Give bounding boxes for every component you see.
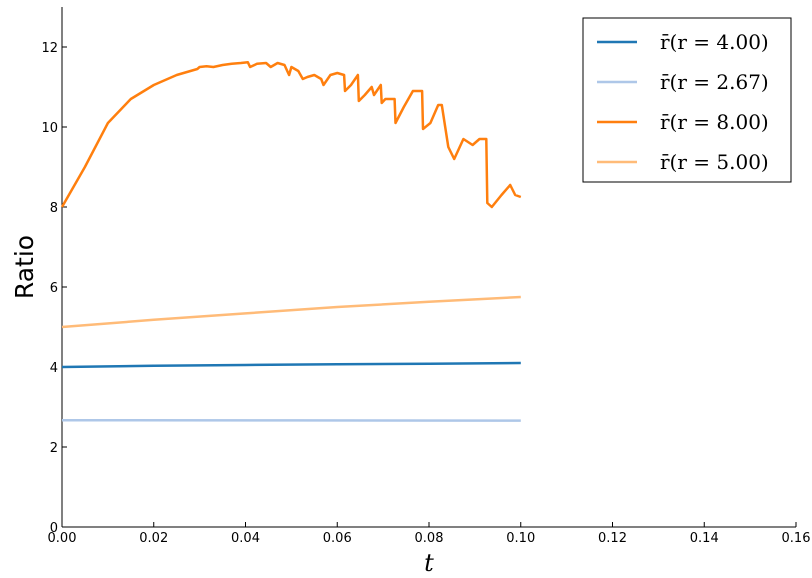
series-line-0 <box>61 361 521 369</box>
y-tick-label: 0 <box>50 521 58 536</box>
x-tick-label: 0.06 <box>323 531 352 546</box>
y-tick-label: 8 <box>50 201 58 216</box>
x-axis-title: t <box>424 549 434 577</box>
y-tick-label: 12 <box>41 41 58 56</box>
x-tick-label: 0.08 <box>415 531 444 546</box>
x-tick-label: 0.12 <box>598 531 627 546</box>
y-axis-title: Ratio <box>10 235 39 299</box>
series-line-3 <box>61 295 521 329</box>
axes: 0.00 0.02 0.04 0.06 0.08 0.10 0.12 0.14 0.16 0 2 4 6… <box>41 7 810 546</box>
legend-label-2: r̄(r = 8.00) <box>660 110 769 134</box>
y-tick-label: 10 <box>41 121 58 136</box>
legend-label-0: r̄(r = 4.00) <box>660 30 769 54</box>
x-tick-label: 0.16 <box>782 531 811 546</box>
series-lines <box>60 60 522 422</box>
legend-box <box>582 17 792 183</box>
legend-label-3: r̄(r = 5.00) <box>660 150 769 174</box>
x-tick-label: 0.02 <box>139 531 168 546</box>
y-tick-label: 2 <box>50 441 58 456</box>
x-tick-label: 0.04 <box>231 531 260 546</box>
x-tick-label: 0.00 <box>48 531 77 546</box>
x-tick-label: 0.14 <box>690 531 719 546</box>
series-line-2 <box>60 60 522 209</box>
x-tick-label: 0.10 <box>506 531 535 546</box>
legend-label-1: r̄(r = 2.67) <box>660 70 769 94</box>
y-tick-label: 6 <box>50 281 58 296</box>
legend: r̄(r = 4.00) r̄(r = 2.67) r̄(r = 8.00) r̄(r… <box>582 17 792 183</box>
y-tick-label: 4 <box>50 361 58 376</box>
